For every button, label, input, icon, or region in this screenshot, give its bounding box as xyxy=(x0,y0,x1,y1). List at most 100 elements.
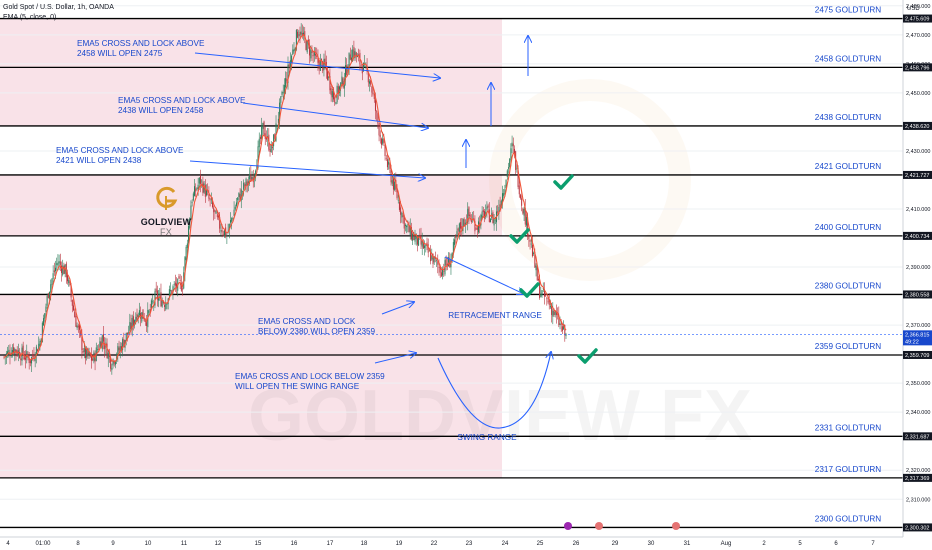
candle-body xyxy=(26,351,28,358)
checkmark-icon xyxy=(553,174,574,190)
y-tick-label: 2,390.000 xyxy=(906,265,930,271)
y-tick-label: 2,410.000 xyxy=(906,207,930,213)
indicator-label[interactable]: EMA (5, close, 0) xyxy=(3,14,57,21)
candle-body xyxy=(198,177,200,184)
candle-body xyxy=(430,252,432,262)
candle-body xyxy=(90,353,92,361)
watermark-text: GOLDVIEW FX xyxy=(248,376,752,456)
candle-body xyxy=(333,88,335,100)
price-tag: 2,475.609 xyxy=(905,17,929,23)
candle-body xyxy=(50,284,52,293)
candle-body xyxy=(35,346,37,357)
candle-body xyxy=(533,252,535,255)
price-tag-bg xyxy=(903,350,932,359)
candle-body xyxy=(535,265,537,271)
candle-body xyxy=(427,244,429,253)
logo-g-icon xyxy=(156,186,178,210)
candle-body xyxy=(86,348,88,358)
candle-body xyxy=(206,190,208,196)
candle-body xyxy=(310,49,312,59)
candle-body xyxy=(108,354,110,357)
candle-body xyxy=(327,69,329,80)
candle-body xyxy=(503,193,505,196)
candle-body xyxy=(546,298,548,299)
candle-body xyxy=(203,183,205,193)
price-tag-bg xyxy=(903,170,932,179)
candle-body xyxy=(180,282,182,291)
candle-body xyxy=(189,218,191,229)
candle-body xyxy=(282,92,284,94)
candle-body xyxy=(507,167,509,169)
candle-body xyxy=(69,279,71,286)
candle-body xyxy=(361,68,363,74)
x-tick-label: 01:00 xyxy=(35,541,51,547)
candle-body xyxy=(391,180,393,184)
x-tick-label: 16 xyxy=(291,541,298,547)
candle-body xyxy=(462,218,464,232)
annotation-text: EMA5 CROSS AND LOCK xyxy=(258,317,356,326)
candle-body xyxy=(49,291,51,300)
candle-body xyxy=(504,189,506,195)
candle-body xyxy=(240,189,242,201)
candle-body xyxy=(209,198,211,200)
currency-label: USD xyxy=(907,6,920,12)
price-axis[interactable]: 2,310.000 2,320.000 2,340.000 2,350.000 2,37… xyxy=(0,0,932,537)
candle-body xyxy=(152,301,154,303)
candle-body xyxy=(15,349,17,353)
candle-body xyxy=(38,343,40,350)
candle-body xyxy=(179,279,181,282)
candle-body xyxy=(62,265,64,275)
candle-body xyxy=(87,348,89,356)
candle-body xyxy=(173,284,175,285)
candle-body xyxy=(415,233,417,240)
candle-body xyxy=(445,258,447,266)
candle-body xyxy=(146,321,148,326)
candle-body xyxy=(536,266,538,281)
candle-body xyxy=(201,180,203,182)
candle-body xyxy=(402,215,404,217)
candle-body xyxy=(263,121,265,135)
y-tick-label: 2,320.000 xyxy=(906,468,930,474)
logo-brand: GOLDVIEW xyxy=(140,217,192,227)
time-axis[interactable]: 4 01:00 8 9 10 11 12 15 16 17 18 19 22 23 24 25 26 29 30 31… xyxy=(0,522,903,547)
candle-body xyxy=(563,325,565,330)
candle-body xyxy=(174,282,176,286)
candle-body xyxy=(409,225,411,235)
candle-body xyxy=(439,265,441,273)
candle-body xyxy=(185,246,187,261)
candle-body xyxy=(77,325,79,328)
candle-body xyxy=(509,159,511,168)
price-tag: 2,300.302 xyxy=(905,525,929,531)
candle-body xyxy=(82,350,84,353)
candle-body xyxy=(337,86,339,95)
candle-body xyxy=(298,34,300,36)
candle-body xyxy=(171,290,173,294)
candle-body xyxy=(464,222,466,225)
price-tag-bg xyxy=(903,290,932,299)
candle-body xyxy=(403,215,405,229)
candle-body xyxy=(457,228,459,231)
annotation-text: 2438 WILL OPEN 2458 xyxy=(118,106,204,115)
candle-body xyxy=(448,257,450,267)
candle-body xyxy=(354,51,356,59)
price-tag-bg xyxy=(903,121,932,130)
candle-body xyxy=(531,244,533,257)
candle-body xyxy=(261,126,263,140)
candle-body xyxy=(126,332,128,335)
candle-body xyxy=(223,230,225,237)
arrow-retracement xyxy=(444,256,524,294)
candle-body xyxy=(421,240,423,247)
y-tick-label: 2,450.000 xyxy=(906,91,930,97)
candle-body xyxy=(324,58,326,65)
candle-body xyxy=(321,58,323,61)
candle-body xyxy=(265,136,267,140)
candle-body xyxy=(554,311,556,315)
countdown-tag: 49:22 xyxy=(905,339,919,345)
x-tick-label: 18 xyxy=(361,541,368,547)
price-tag: 2,331.687 xyxy=(905,434,929,440)
candle-body xyxy=(184,257,186,275)
candle-body xyxy=(51,279,53,285)
candle-body xyxy=(374,99,376,111)
candle-body xyxy=(443,271,445,272)
